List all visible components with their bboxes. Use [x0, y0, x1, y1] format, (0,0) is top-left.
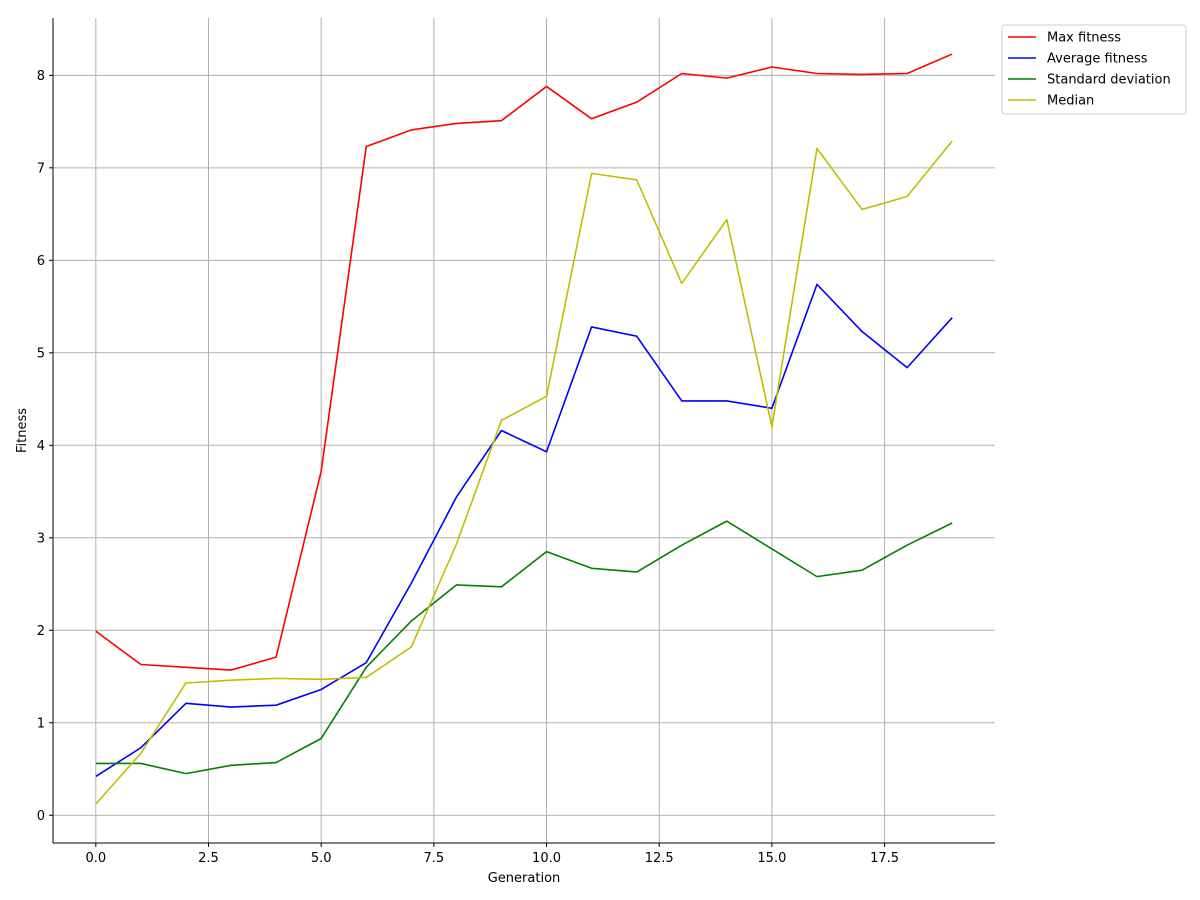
x-tick-label: 10.0	[532, 851, 561, 866]
x-tick-label: 7.5	[424, 851, 445, 866]
y-tick-label: 0	[37, 809, 45, 824]
series-line-average-fitness	[95, 283, 953, 778]
axes	[52, 18, 995, 844]
x-tick-label: 12.5	[645, 851, 674, 866]
series-line-max-fitness	[95, 53, 953, 671]
series-line-median	[95, 140, 953, 805]
x-tick-label: 2.5	[198, 851, 219, 866]
grid-lines	[53, 18, 995, 843]
legend-box	[1001, 24, 1187, 115]
legend-label: Max fitness	[1047, 31, 1121, 46]
legend-label: Median	[1047, 94, 1094, 109]
x-axis-label: Generation	[488, 871, 561, 886]
y-tick-label: 8	[37, 69, 45, 84]
x-tick-label: 0.0	[85, 851, 106, 866]
series-lines	[95, 53, 953, 805]
x-tick-label: 5.0	[311, 851, 332, 866]
legend: Max fitness Average fitness Standard devia…	[1001, 24, 1187, 115]
y-tick-label: 7	[37, 161, 45, 176]
y-tick-label: 3	[37, 531, 45, 546]
ticks: 0.0 2.5 5.0 7.5 10.0 12.5 15.0 17.5 0 1 2 3 4 5 6 7 8	[37, 69, 899, 866]
x-tick-label: 15.0	[757, 851, 786, 866]
x-tick-label: 17.5	[870, 851, 899, 866]
y-tick-label: 1	[37, 716, 45, 731]
y-tick-label: 2	[37, 624, 45, 639]
legend-label: Standard deviation	[1047, 73, 1171, 88]
y-tick-label: 4	[37, 439, 45, 454]
y-tick-label: 5	[37, 346, 45, 361]
series-line-standard-deviation	[95, 520, 953, 775]
legend-label: Average fitness	[1047, 52, 1148, 67]
y-tick-label: 6	[37, 254, 45, 269]
y-axis-label: Fitness	[15, 408, 30, 453]
